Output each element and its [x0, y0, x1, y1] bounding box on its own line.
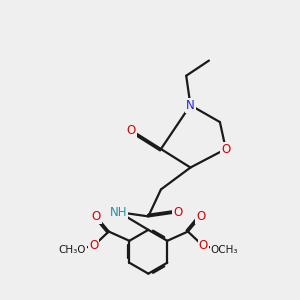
Text: O: O: [198, 239, 208, 252]
Text: OCH₃: OCH₃: [210, 245, 238, 255]
Text: NH: NH: [110, 206, 128, 219]
Text: O: O: [173, 206, 182, 219]
Text: O: O: [127, 124, 136, 137]
Text: N: N: [186, 99, 195, 112]
Text: O: O: [92, 210, 101, 223]
Text: O: O: [221, 142, 230, 155]
Text: O: O: [89, 239, 98, 252]
Text: CH₃O: CH₃O: [59, 245, 86, 255]
Text: O: O: [196, 210, 205, 223]
